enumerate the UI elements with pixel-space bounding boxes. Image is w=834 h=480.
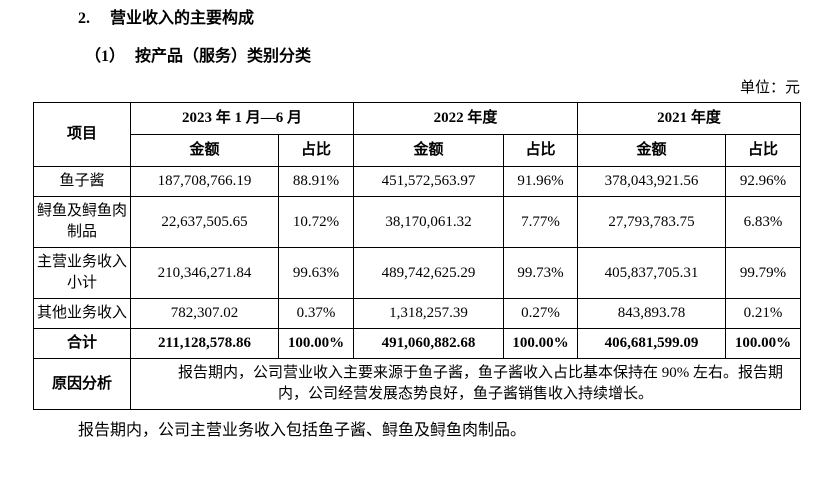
header-row-subheaders: 金额 占比 金额 占比 金额 占比 xyxy=(34,134,802,167)
header-row-periods: 项目 2023 年 1 月—6 月 2022 年度 2021 年度 xyxy=(33,102,802,167)
subsection-number: （1） xyxy=(85,48,126,65)
section-number: 2. xyxy=(78,10,90,27)
amount-cell: 210,346,271.84 xyxy=(130,247,279,299)
ratio-cell: 100.00% xyxy=(503,328,579,359)
unit-row: 单位：元 xyxy=(33,78,800,99)
analysis-text: 报告期内，公司营业收入主要来源于鱼子酱，鱼子酱收入占比基本保持在 90% 左右。… xyxy=(129,358,802,410)
analysis-row: 原因分析 报告期内，公司营业收入主要来源于鱼子酱，鱼子酱收入占比基本保持在 90… xyxy=(33,358,802,410)
ratio-cell: 10.72% xyxy=(277,196,355,248)
amount-cell: 1,318,257.39 xyxy=(353,298,505,329)
period-header-2022: 2022 年度 xyxy=(353,102,579,135)
ratio-cell: 0.27% xyxy=(503,298,579,329)
ratio-cell: 92.96% xyxy=(725,166,802,197)
table-row-other: 其他业务收入 782,307.02 0.37% 1,318,257.39 0.2… xyxy=(33,298,802,329)
table-row-total: 合计 211,128,578.86 100.00% 491,060,882.68… xyxy=(33,328,802,359)
amount-header: 金额 xyxy=(577,134,727,167)
ratio-cell: 88.91% xyxy=(277,166,355,197)
amount-header: 金额 xyxy=(353,134,505,167)
ratio-cell: 99.63% xyxy=(277,247,355,299)
revenue-table: 项目 2023 年 1 月—6 月 2022 年度 2021 年度 金额 占比 … xyxy=(33,102,802,410)
period-header-2021: 2021 年度 xyxy=(577,102,802,135)
ratio-header: 占比 xyxy=(725,134,802,167)
amount-cell: 451,572,563.97 xyxy=(353,166,505,197)
row-label: 主营业务收入小计 xyxy=(33,247,131,299)
ratio-header: 占比 xyxy=(503,134,579,167)
analysis-label: 原因分析 xyxy=(33,358,131,410)
table-row-caviar: 鱼子酱 187,708,766.19 88.91% 451,572,563.97… xyxy=(33,166,802,197)
period-header-2023h1: 2023 年 1 月—6 月 xyxy=(129,102,355,135)
ratio-header: 占比 xyxy=(277,134,355,167)
ratio-cell: 100.00% xyxy=(725,328,802,359)
table-row-sturgeon: 鲟鱼及鲟鱼肉制品 22,637,505.65 10.72% 38,170,061… xyxy=(33,196,802,248)
amount-cell: 378,043,921.56 xyxy=(577,166,727,197)
row-label: 合计 xyxy=(33,328,131,359)
ratio-cell: 0.37% xyxy=(277,298,355,329)
amount-cell: 491,060,882.68 xyxy=(353,328,505,359)
amount-cell: 38,170,061.32 xyxy=(353,196,505,248)
ratio-cell: 100.00% xyxy=(277,328,355,359)
row-label: 其他业务收入 xyxy=(33,298,131,329)
amount-cell: 211,128,578.86 xyxy=(130,328,279,359)
ratio-cell: 7.77% xyxy=(503,196,579,248)
amount-cell: 782,307.02 xyxy=(130,298,279,329)
ratio-cell: 6.83% xyxy=(725,196,802,248)
amount-cell: 27,793,783.75 xyxy=(577,196,727,248)
section-title: 营业收入的主要构成 xyxy=(110,10,255,27)
section-heading: 2. 营业收入的主要构成 xyxy=(78,8,800,30)
amount-cell: 489,742,625.29 xyxy=(353,247,505,299)
amount-cell: 843,893.78 xyxy=(577,298,727,329)
amount-cell: 187,708,766.19 xyxy=(130,166,279,197)
ratio-cell: 99.73% xyxy=(503,247,579,299)
amount-header: 金额 xyxy=(130,134,279,167)
footer-note: 报告期内，公司主营业务收入包括鱼子酱、鲟鱼及鲟鱼肉制品。 xyxy=(78,422,527,439)
ratio-cell: 0.21% xyxy=(725,298,802,329)
unit-label: 单位：元 xyxy=(739,80,800,96)
subsection-heading: （1） 按产品（服务）类别分类 xyxy=(85,46,800,68)
row-label: 鱼子酱 xyxy=(33,166,131,197)
row-label: 鲟鱼及鲟鱼肉制品 xyxy=(33,196,131,248)
subsection-title: 按产品（服务）类别分类 xyxy=(135,48,312,65)
table-row-main-subtotal: 主营业务收入小计 210,346,271.84 99.63% 489,742,6… xyxy=(33,247,802,299)
item-column-header: 项目 xyxy=(33,102,131,167)
amount-cell: 405,837,705.31 xyxy=(577,247,727,299)
amount-cell: 22,637,505.65 xyxy=(130,196,279,248)
ratio-cell: 91.96% xyxy=(503,166,579,197)
ratio-cell: 99.79% xyxy=(725,247,802,299)
amount-cell: 406,681,599.09 xyxy=(577,328,727,359)
